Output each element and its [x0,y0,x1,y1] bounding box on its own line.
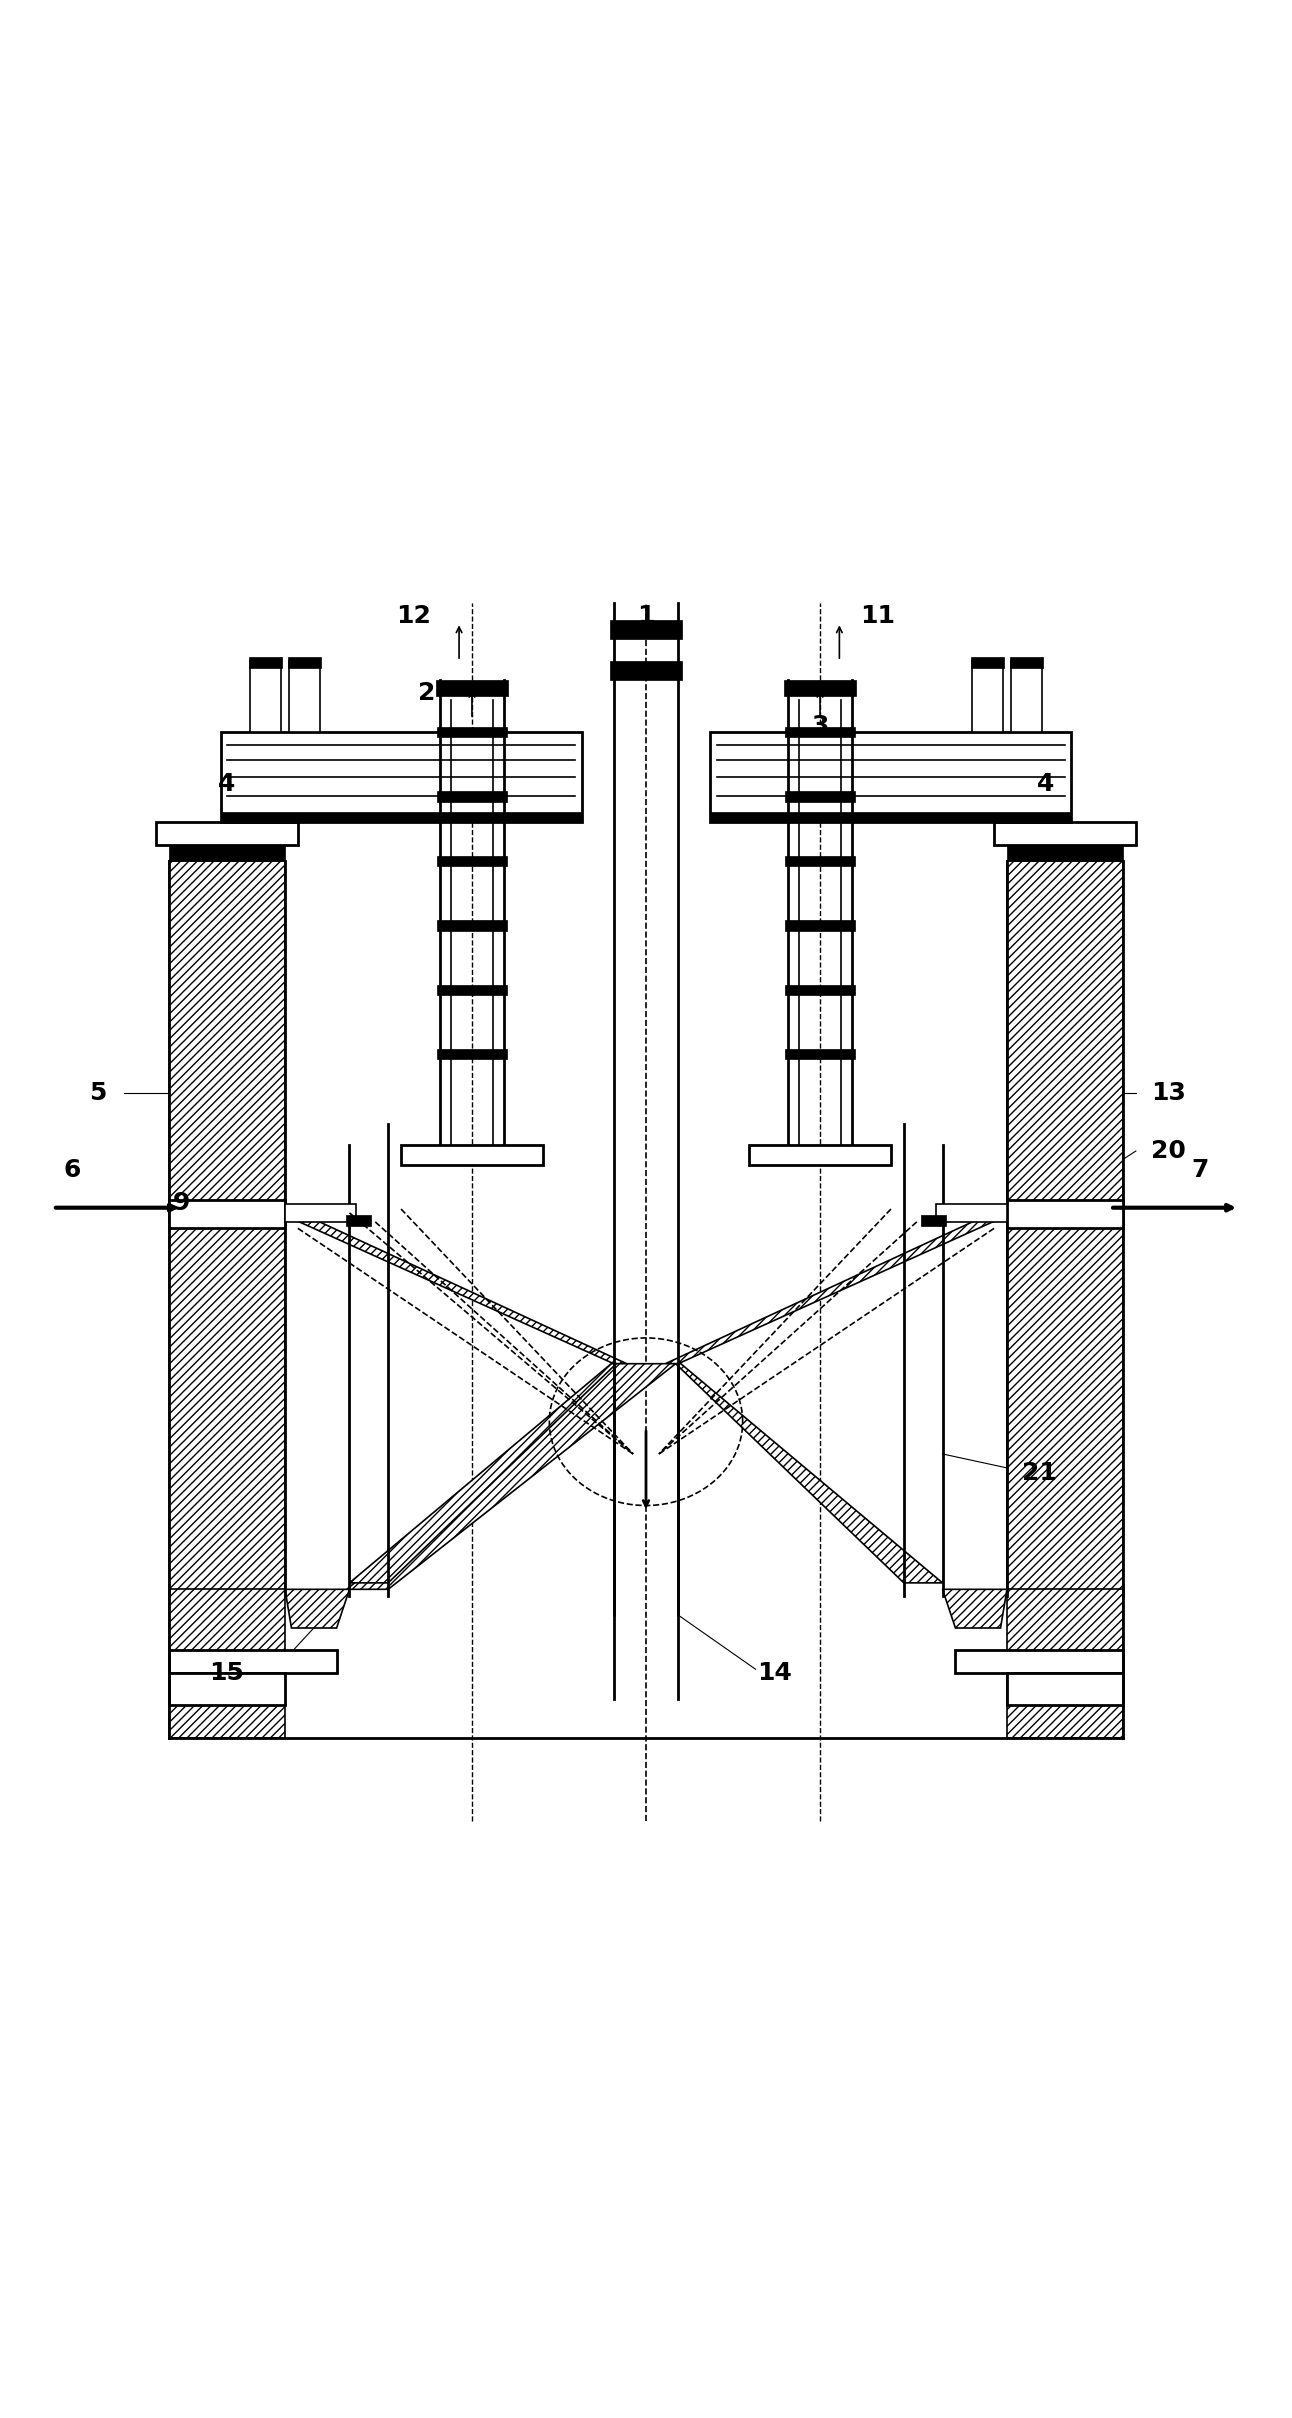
Text: 4: 4 [1037,771,1054,796]
Polygon shape [676,1364,943,1584]
Bar [221,812,581,822]
Polygon shape [169,861,286,1596]
Polygon shape [286,1589,349,1627]
Text: 12: 12 [397,604,432,629]
Bar [786,984,855,994]
Polygon shape [349,1364,616,1584]
Text: 21: 21 [1022,1460,1057,1485]
Bar [435,679,508,696]
Text: 11: 11 [860,604,895,629]
Bar [156,822,298,846]
Bar [786,856,855,866]
Bar [401,1144,543,1165]
Bar [169,846,286,861]
Bar [437,921,506,931]
Polygon shape [1006,861,1123,1596]
Bar [437,1049,506,1059]
Bar [437,856,506,866]
Bar [251,660,282,733]
Text: 5: 5 [89,1081,107,1105]
Polygon shape [943,1589,1006,1627]
Bar [1006,1199,1123,1228]
Bar [1009,658,1043,667]
Bar [937,1204,1006,1221]
Text: 9: 9 [173,1190,190,1214]
Bar [970,658,1004,667]
Bar [711,733,1071,822]
Bar [610,660,682,679]
Bar [169,1673,286,1705]
Text: 14: 14 [757,1661,792,1685]
Bar [955,1649,1123,1673]
Polygon shape [665,1216,1006,1364]
Polygon shape [286,1216,627,1364]
Bar [1006,1673,1123,1705]
Bar [437,728,506,737]
Bar [994,822,1136,846]
Bar [169,1199,286,1228]
Bar [786,1049,855,1059]
Text: 15: 15 [209,1661,244,1685]
Text: 20: 20 [1151,1139,1186,1163]
Bar [711,812,1071,822]
Text: 7: 7 [1191,1158,1209,1182]
Bar [786,728,855,737]
Bar [221,733,581,822]
Bar [784,679,857,696]
Bar [610,619,682,638]
Bar [921,1216,946,1226]
Text: 13: 13 [1151,1081,1186,1105]
Bar [286,1204,355,1221]
Text: 4: 4 [218,771,235,796]
Text: 3: 3 [811,713,828,737]
Polygon shape [346,1364,676,1589]
Bar [437,791,506,803]
Polygon shape [169,1589,286,1705]
Bar [169,1649,337,1673]
Polygon shape [1006,1589,1123,1705]
Bar [749,1144,891,1165]
Bar [786,921,855,931]
Text: 6: 6 [63,1158,81,1182]
Bar [1010,660,1041,733]
Bar [786,791,855,803]
Bar [288,658,322,667]
Bar [346,1216,371,1226]
Text: 1: 1 [637,604,655,629]
Text: 2: 2 [419,682,435,706]
Bar [1006,846,1123,861]
Bar [249,658,283,667]
Bar [437,984,506,994]
Polygon shape [1006,1705,1123,1739]
Polygon shape [169,1705,286,1739]
Bar [972,660,1003,733]
Bar [289,660,320,733]
